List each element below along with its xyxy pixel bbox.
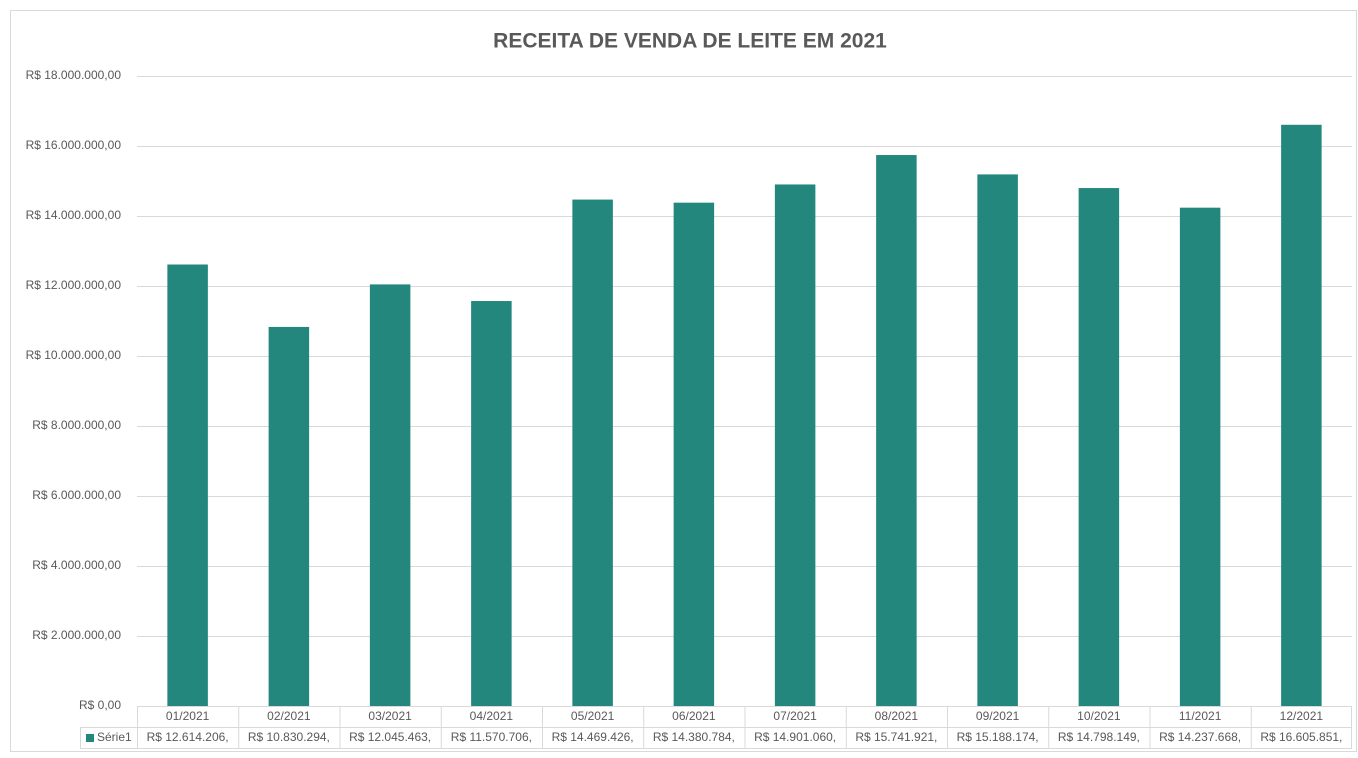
y-tick-label: R$ 14.000.000,00: [26, 208, 122, 222]
y-tick-label: R$ 16.000.000,00: [26, 138, 122, 152]
x-tick-label: 12/2021: [1280, 709, 1324, 723]
table-value: R$ 14.798.149,: [1058, 730, 1140, 744]
bar: [1078, 188, 1120, 706]
x-tick-label: 07/2021: [773, 709, 817, 723]
x-tick-label: 04/2021: [470, 709, 514, 723]
x-tick-label: 02/2021: [267, 709, 311, 723]
table-value: R$ 14.901.060,: [754, 730, 836, 744]
y-tick-label: R$ 4.000.000,00: [32, 558, 121, 572]
bar: [1281, 124, 1322, 706]
table-value: R$ 15.741.921,: [855, 730, 937, 744]
y-tick-label: R$ 18.000.000,00: [26, 68, 122, 82]
table-value: R$ 11.570.706,: [451, 730, 532, 744]
bar: [977, 174, 1018, 706]
chart-title: RECEITA DE VENDA DE LEITE EM 2021: [493, 30, 887, 53]
x-tick-label: 08/2021: [875, 709, 919, 723]
bar: [774, 184, 816, 707]
table-value: R$ 16.605.851,: [1260, 730, 1342, 744]
x-tick-label: 01/2021: [166, 709, 210, 723]
y-tick-label: R$ 2.000.000,00: [32, 628, 121, 642]
y-tick-label: R$ 12.000.000,00: [26, 278, 122, 292]
table-value: R$ 14.469.426,: [552, 730, 634, 744]
x-tick-label: 09/2021: [976, 709, 1020, 723]
x-tick-label: 05/2021: [571, 709, 615, 723]
y-tick-label: R$ 0,00: [79, 698, 121, 712]
bar: [1179, 207, 1221, 706]
bar: [572, 199, 613, 707]
bar: [876, 155, 917, 706]
y-tick-label: R$ 10.000.000,00: [26, 348, 122, 362]
x-tick-label: 11/2021: [1179, 709, 1222, 723]
y-tick-label: R$ 8.000.000,00: [32, 418, 121, 432]
table-value: R$ 12.614.206,: [147, 730, 229, 744]
bar: [369, 284, 411, 706]
legend-label: Série1: [97, 730, 132, 744]
bar: [471, 301, 512, 706]
bar: [268, 326, 310, 706]
x-tick-label: 03/2021: [368, 709, 412, 723]
table-value: R$ 10.830.294,: [248, 730, 330, 744]
x-tick-label: 10/2021: [1077, 709, 1121, 723]
bar: [673, 202, 715, 707]
table-value: R$ 15.188.174,: [957, 730, 1039, 744]
table-value: R$ 14.380.784,: [653, 730, 735, 744]
table-value: R$ 12.045.463,: [349, 730, 431, 744]
bar: [167, 264, 208, 706]
y-tick-label: R$ 6.000.000,00: [32, 488, 121, 502]
legend-key: [86, 734, 94, 742]
x-tick-label: 06/2021: [672, 709, 716, 723]
table-value: R$ 14.237.668,: [1159, 730, 1241, 744]
